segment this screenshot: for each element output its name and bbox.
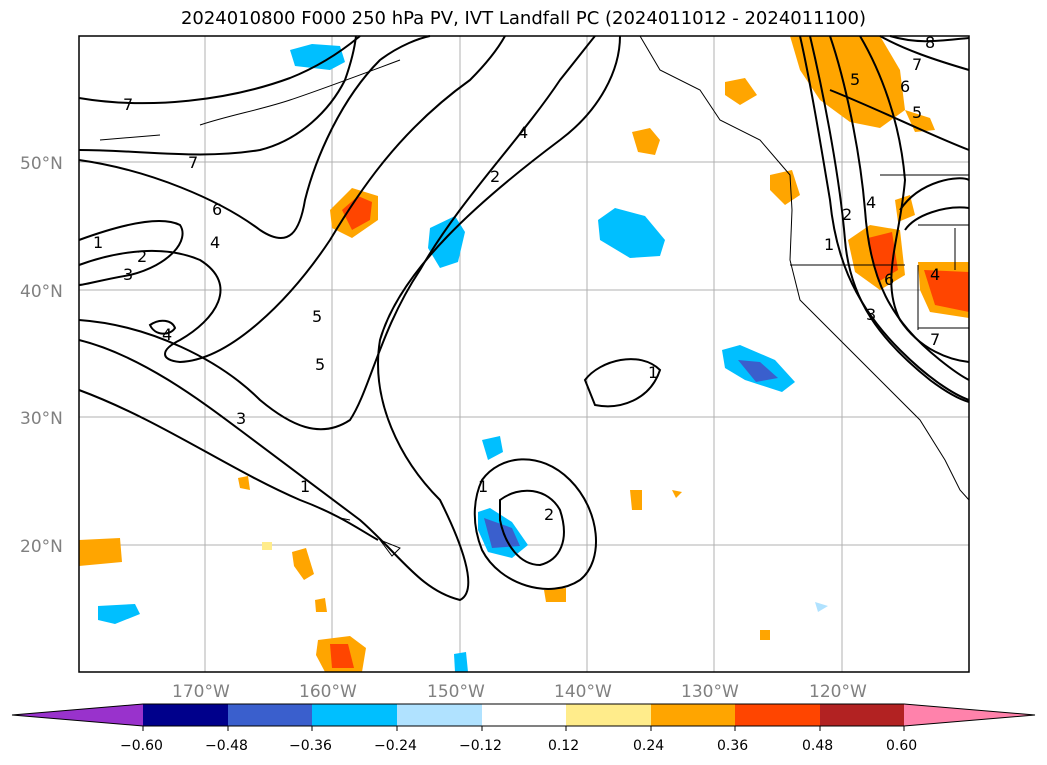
map-border bbox=[78, 35, 970, 673]
map-title: 2024010800 F000 250 hPa PV, IVT Landfall… bbox=[180, 8, 867, 29]
colorbar-under-arrow bbox=[12, 704, 143, 726]
colorbar-tick-label: −0.48 bbox=[205, 738, 248, 754]
pv-contours bbox=[78, 35, 970, 602]
contour-label: 5 bbox=[912, 103, 922, 122]
contour-label: 3 bbox=[123, 265, 133, 284]
contour-label: 2 bbox=[842, 205, 852, 224]
colorbar-segment bbox=[651, 704, 735, 726]
contour-label: 6 bbox=[884, 270, 894, 289]
contour-label: 4 bbox=[162, 325, 172, 344]
contour-label: 1 bbox=[93, 233, 103, 252]
colorbar-tick-label: 0.24 bbox=[633, 738, 664, 754]
lon-label: 140°W bbox=[554, 682, 612, 702]
colorbar-segment bbox=[566, 704, 651, 726]
colorbar-segment bbox=[735, 704, 820, 726]
colorbar-segment bbox=[228, 704, 312, 726]
contour-label: 1 bbox=[824, 235, 834, 254]
lat-label: 30°N bbox=[20, 409, 63, 429]
contour-label: 8 bbox=[925, 33, 935, 52]
contour-label: 1 bbox=[300, 477, 310, 496]
colorbar-segment bbox=[820, 704, 904, 726]
lon-label: 160°W bbox=[299, 682, 357, 702]
contour-label: 3 bbox=[236, 409, 246, 428]
colorbar-segment bbox=[397, 704, 482, 726]
colorbar-tick-label: 0.48 bbox=[802, 738, 833, 754]
contour-label: 4 bbox=[930, 265, 940, 284]
contour-label: 1 bbox=[648, 363, 658, 382]
contour-label: 5 bbox=[312, 307, 322, 326]
lon-labels: 170°W 160°W 150°W 140°W 130°W 120°W bbox=[172, 682, 867, 702]
lat-label: 20°N bbox=[20, 537, 63, 557]
colorbar-segment bbox=[482, 704, 566, 726]
colorbar-tick-label: 0.36 bbox=[717, 738, 748, 754]
contour-label: 1 bbox=[478, 477, 488, 496]
pv-shading bbox=[79, 36, 969, 672]
contour-label: 5 bbox=[315, 355, 325, 374]
lon-label: 130°W bbox=[681, 682, 739, 702]
colorbar-tick-label: −0.12 bbox=[459, 738, 502, 754]
contour-label: 5 bbox=[850, 70, 860, 89]
lat-labels: 50°N 40°N 30°N 20°N bbox=[20, 154, 63, 557]
colorbar-tick-label: −0.36 bbox=[289, 738, 332, 754]
contour-label: 7 bbox=[188, 153, 198, 172]
contour-label: 2 bbox=[490, 167, 500, 186]
colorbar-tick-label: 0.12 bbox=[548, 738, 579, 754]
graticule bbox=[79, 36, 969, 672]
contour-label: 3 bbox=[866, 305, 876, 324]
colorbar-segment bbox=[312, 704, 397, 726]
contour-label: 6 bbox=[900, 77, 910, 96]
colorbar: −0.60 −0.48 −0.36 −0.24 −0.12 0.12 0.24 … bbox=[11, 703, 1036, 754]
contour-label: 7 bbox=[123, 95, 133, 114]
contour-label: 2 bbox=[544, 505, 554, 524]
colorbar-tick-label: −0.24 bbox=[374, 738, 417, 754]
lon-label: 120°W bbox=[809, 682, 867, 702]
lat-label: 40°N bbox=[20, 282, 63, 302]
lat-label: 50°N bbox=[20, 154, 63, 174]
colorbar-tick-label: 0.60 bbox=[886, 738, 917, 754]
contour-label: 7 bbox=[912, 55, 922, 74]
colorbar-tick-label: −0.60 bbox=[120, 738, 163, 754]
contour-label: 4 bbox=[866, 193, 876, 212]
contour-label: 2 bbox=[137, 247, 147, 266]
contour-label: 6 bbox=[212, 200, 222, 219]
contour-label: 4 bbox=[210, 233, 220, 252]
lon-label: 150°W bbox=[427, 682, 485, 702]
colorbar-segment bbox=[143, 704, 228, 726]
coastline bbox=[99, 35, 970, 557]
colorbar-ticks bbox=[142, 726, 905, 731]
contour-label: 7 bbox=[930, 330, 940, 349]
lon-label: 170°W bbox=[172, 682, 230, 702]
colorbar-over-arrow bbox=[904, 704, 1035, 726]
contour-label-group: 7 7 6 4 5 4 2 1 2 3 4 5 3 1 1 2 1 8 7 6 … bbox=[93, 33, 940, 524]
contour-label: 4 bbox=[518, 123, 528, 142]
